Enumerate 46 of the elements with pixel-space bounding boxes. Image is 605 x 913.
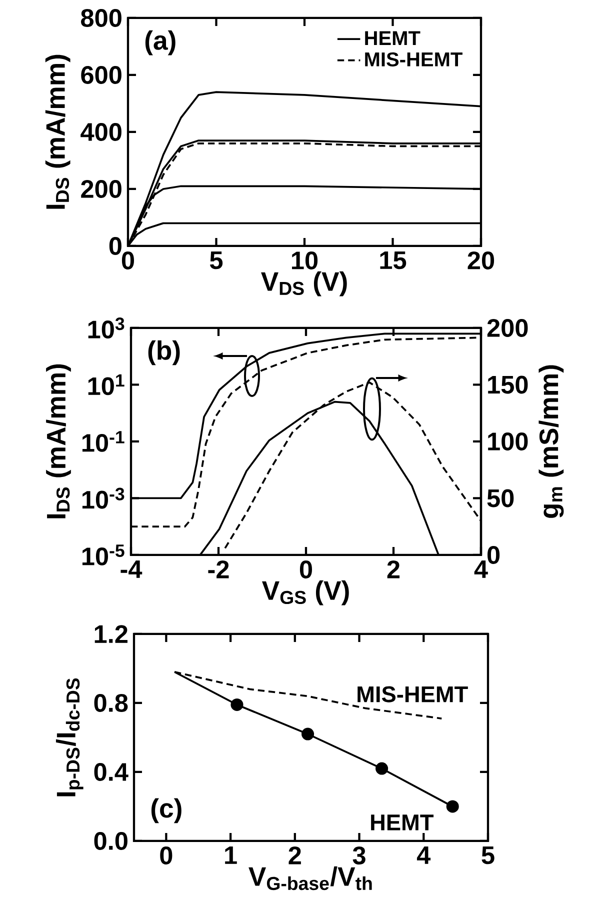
x-tick-label: 5 [482, 846, 494, 864]
x-tick-label: 10 [292, 251, 318, 270]
x-tick-label: 4 [416, 846, 431, 864]
y2-tick-label: 100 [488, 432, 528, 450]
annotation: (b) [148, 340, 180, 366]
y-tick-label: 10$^{3}$ [88, 318, 124, 338]
x-tick-label: 3 [352, 846, 366, 864]
x-tick-label: 2 [288, 846, 301, 864]
x-tick-label: 0 [300, 560, 312, 578]
y-axis-title: I$_{p-DS}$/I$_{dc-DS}$ [56, 678, 84, 796]
legend-label: HEMT [365, 31, 420, 45]
legend-label: MIS-HEMT [365, 52, 462, 66]
series-label: MIS-HEMT [358, 686, 468, 702]
y-axis-title: I$_{DS}$ (mA/mm) [45, 54, 70, 209]
y-tick-label: 200 [81, 180, 122, 198]
y2-axis-title: g$_{m}$ (mS/mm) [538, 365, 564, 518]
y-tick-label: 1.2 [94, 625, 128, 643]
y-tick-label: 0.4 [94, 763, 128, 781]
y-tick-label: 0.0 [94, 832, 128, 850]
annotation: (a) [145, 30, 176, 56]
x-axis-title: V$_{G-base}$/V$_{th}$ [248, 866, 372, 890]
y-tick-label: 10$^{1}$ [88, 374, 124, 396]
annotation: (c) [151, 798, 182, 824]
y-axis-title: I$_{DS}$ (mA/mm) [46, 364, 71, 518]
x-tick-label: 5 [210, 252, 223, 270]
x-tick-label: 15 [380, 252, 406, 270]
x-tick-label: 20 [468, 251, 494, 270]
x-axis-title: V$_{DS}$ (V) [261, 271, 347, 296]
y-tick-label: 600 [81, 66, 122, 84]
y-tick-label: 800 [81, 9, 122, 27]
y-tick-label: 10$^{-1}$ [82, 431, 124, 452]
legend-label: HEMT [371, 814, 434, 830]
y2-tick-label: 200 [487, 319, 528, 337]
x-tick-label: 1 [225, 846, 237, 864]
x-tick-label: -2 [208, 560, 229, 578]
x-tick-label: 0 [160, 846, 172, 864]
y-tick-label: 0 [109, 237, 122, 255]
x-axis-title: V$_{GS}$ (V) [262, 580, 349, 606]
x-tick-label: 4 [474, 560, 488, 578]
y2-tick-label: 150 [488, 376, 528, 394]
y2-tick-label: 0 [488, 546, 500, 564]
x-tick-label: 2 [387, 560, 400, 578]
y-tick-label: 10$^{-3}$ [82, 488, 124, 509]
y-tick-label: 400 [80, 123, 122, 141]
y-tick-label: 0.8 [94, 694, 128, 712]
y2-tick-label: 50 [487, 489, 514, 508]
